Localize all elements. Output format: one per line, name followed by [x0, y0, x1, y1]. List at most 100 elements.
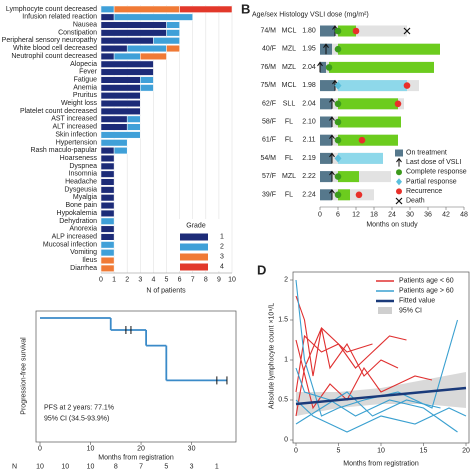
response-bar [338, 25, 356, 37]
annotation: PFS at 2 years: 77.1% [44, 405, 114, 412]
risk-count: 1 [215, 464, 219, 471]
x-tick-label: 4 [151, 277, 155, 284]
dose: 2.11 [302, 137, 315, 144]
response-bar [338, 43, 440, 55]
bar-segment [100, 37, 154, 45]
response-bar [338, 152, 383, 164]
bar-segment [100, 115, 128, 123]
age-sex: 39/F [262, 191, 276, 198]
complete-response-marker [334, 136, 342, 144]
x-tick-label: 0 [294, 448, 298, 455]
legend-label: 95% CI [399, 308, 422, 315]
bar-segment [113, 52, 141, 60]
x-axis-label: Months from registration [98, 455, 174, 462]
last-dose-arrow [329, 97, 335, 109]
bar-segment [100, 99, 141, 108]
patient-line [295, 334, 407, 393]
x-tick-label: 36 [424, 212, 432, 219]
legend-swatch [396, 188, 402, 195]
treatment-bar [320, 189, 332, 201]
panel-letter: B [241, 2, 250, 17]
x-tick-label: 0 [99, 277, 103, 284]
plot-frame [35, 310, 237, 443]
bar-segment [113, 5, 180, 13]
category-label: Pruritus [73, 92, 98, 99]
category-label: Insomnia [69, 171, 98, 178]
category-label: AST increased [51, 116, 97, 123]
bar-segment [100, 131, 141, 139]
x-tick-label: 8 [204, 277, 208, 284]
category-label: Lymphocyte count decreased [6, 6, 97, 13]
bar-segment [179, 5, 233, 13]
bar-segment [166, 45, 180, 53]
category-label: Anemia [73, 84, 97, 91]
x-axis-label: N of patients [146, 288, 186, 295]
legend-label: Patients age > 60 [399, 288, 454, 295]
bar-segment [166, 21, 180, 29]
bar-segment [100, 13, 115, 21]
x-tick-label: 5 [165, 277, 169, 284]
category-label: Fatigue [74, 76, 97, 83]
risk-label: N [12, 464, 17, 471]
category-label: Peripheral sensory neuropathy [2, 37, 98, 44]
x-tick-label: 12 [352, 212, 360, 219]
category-label: Platelet count decreased [20, 108, 97, 115]
last-dose-arrow [329, 170, 335, 182]
bar-segment [140, 76, 154, 84]
dose: 1.95 [302, 46, 316, 53]
complete-response-marker [334, 191, 342, 199]
x-tick-label: 3 [138, 277, 142, 284]
category-label: Hypokalemia [57, 210, 98, 217]
legend-label: Last dose of VSLI [406, 159, 461, 166]
last-dose-arrow [329, 152, 335, 164]
legend-label: Fitted value [399, 298, 435, 305]
complete-response-marker [334, 100, 342, 108]
x-tick-label: 48 [460, 212, 468, 219]
treatment-bar [320, 61, 326, 73]
x-tick-label: 0 [38, 446, 42, 453]
bar-segment [100, 107, 141, 115]
bar-segment [100, 76, 141, 84]
risk-count: 10 [61, 464, 69, 471]
complete-response-marker [334, 118, 342, 126]
y-tick-label: 0 [284, 437, 288, 444]
bar-segment [166, 29, 180, 37]
legend-label: 1 [220, 234, 224, 241]
age-sex: 74/M [260, 28, 276, 35]
complete-response-marker [325, 64, 333, 71]
legend-swatch [396, 157, 402, 167]
bar-segment [126, 45, 167, 53]
recurrence-marker [394, 100, 402, 108]
bar-segment [100, 256, 115, 265]
category-label: Skin infection [55, 131, 97, 138]
bar-segment [100, 139, 128, 147]
bar-segment [100, 241, 115, 249]
bar-segment [100, 249, 115, 257]
x-axis-label: Months on study [366, 222, 418, 229]
x-tick-label: 6 [178, 277, 182, 284]
treatment-bar [320, 98, 332, 110]
bar-segment [100, 21, 167, 29]
age-sex: 57/F [262, 173, 276, 180]
histology: MCL [282, 82, 297, 89]
annotation: 95% CI (34.5-93.9%) [44, 416, 109, 423]
bar-segment [100, 264, 115, 272]
bar-segment [100, 60, 154, 68]
x-tick-label: 20 [137, 446, 145, 453]
bar-segment [100, 233, 115, 241]
response-bar [338, 116, 401, 128]
bar-segment [100, 162, 115, 170]
category-label: ALP increased [52, 233, 98, 240]
last-dose-arrow [317, 61, 323, 73]
risk-count: 7 [139, 464, 143, 471]
category-label: White blood cell decreased [13, 45, 97, 52]
bar-segment [100, 178, 115, 186]
bar-segment [153, 37, 180, 45]
patient-line [295, 399, 467, 433]
response-bar [338, 189, 350, 201]
legend-label: Patients age < 60 [399, 278, 454, 285]
x-tick-label: 10 [87, 446, 95, 453]
legend-label: 4 [220, 264, 224, 271]
complete-response-marker [334, 45, 342, 53]
histology: MCL [282, 28, 297, 35]
